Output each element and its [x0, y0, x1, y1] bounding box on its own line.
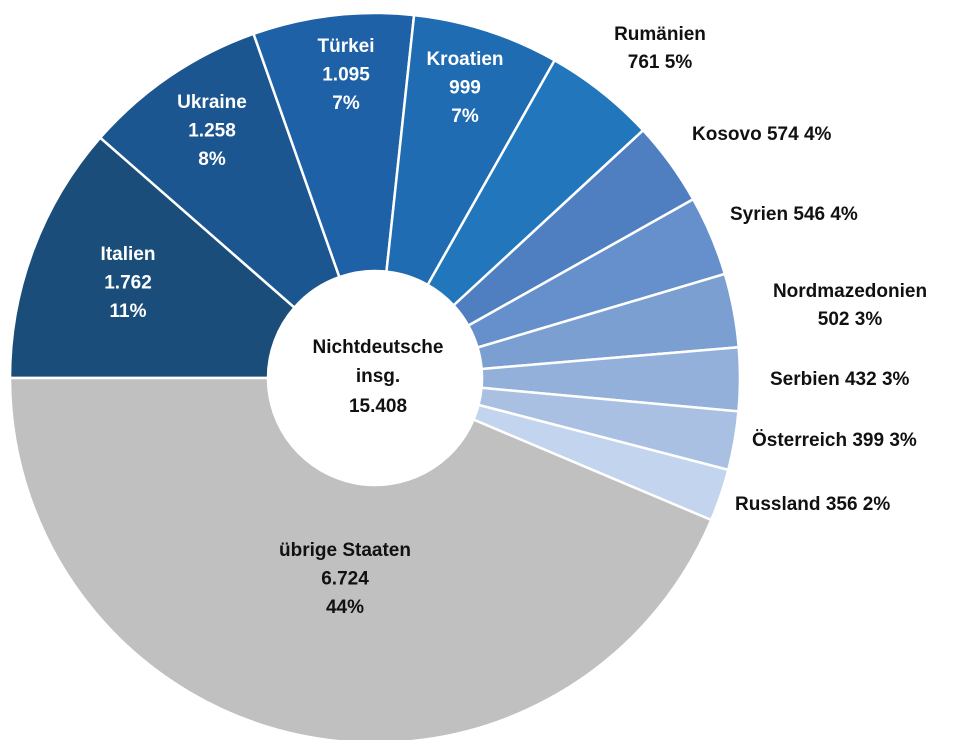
slice-label: Türkei: [317, 36, 374, 57]
slice: [8, 376, 713, 740]
slice-label: 7%: [332, 93, 360, 114]
slice-label: 1.258: [188, 121, 236, 142]
slice-label: 44%: [326, 597, 364, 618]
slice: [8, 135, 297, 380]
slice-percent: 3%: [855, 309, 883, 330]
center-total: 15.408: [349, 396, 407, 417]
slice-name: Syrien: [730, 204, 788, 225]
slice-label: 1.762: [104, 273, 152, 294]
slice-value: 546: [793, 204, 825, 225]
slice-percent: 4%: [830, 204, 858, 225]
slice-label: Serbien 432 3%: [770, 369, 910, 390]
slice-label: Kroatien: [426, 49, 503, 70]
slice-label: Ukraine: [177, 92, 247, 113]
slice-percent: 3%: [889, 430, 917, 451]
center-title: insg.: [356, 366, 400, 387]
slice-value: 356: [826, 494, 858, 515]
slice-name: Serbien: [770, 369, 840, 390]
slice: [251, 11, 416, 279]
slice-label: 761 5%: [628, 52, 693, 73]
slice: [98, 32, 341, 310]
slice-label: 11%: [110, 301, 147, 322]
slice-value: 761: [628, 52, 660, 73]
slice-value: 399: [852, 430, 884, 451]
slice-label: 1.095: [322, 65, 370, 86]
slice-percent: 5%: [665, 52, 693, 73]
slices: [8, 11, 742, 740]
slice-label: Russland 356 2%: [735, 494, 890, 515]
slice-label: Syrien 546 4%: [730, 204, 858, 225]
slice-label: 6.724: [321, 569, 369, 590]
slice-value: 432: [845, 369, 877, 390]
slice-name: Österreich: [752, 430, 847, 451]
slice-percent: 4%: [804, 124, 832, 145]
slice-label: übrige Staaten: [279, 540, 411, 561]
slice-percent: 2%: [863, 494, 891, 515]
slice-name: Kosovo: [692, 124, 762, 145]
slice-label: Kosovo 574 4%: [692, 124, 832, 145]
slice-label: Österreich 399 3%: [752, 430, 917, 451]
slice-label: 999: [449, 78, 481, 99]
slice-value: 502: [818, 309, 850, 330]
slice-name: Russland: [735, 494, 821, 515]
slice-label: 8%: [198, 149, 226, 170]
slice-label: Rumänien: [614, 24, 706, 45]
slice-label: 502 3%: [818, 309, 883, 330]
slice-label: Italien: [101, 244, 156, 265]
slice-label: Nordmazedonien: [773, 281, 927, 302]
slice-label: 7%: [451, 106, 479, 127]
slice-value: 574: [767, 124, 799, 145]
slice-percent: 3%: [882, 369, 910, 390]
center-title: Nichtdeutsche: [313, 337, 444, 358]
